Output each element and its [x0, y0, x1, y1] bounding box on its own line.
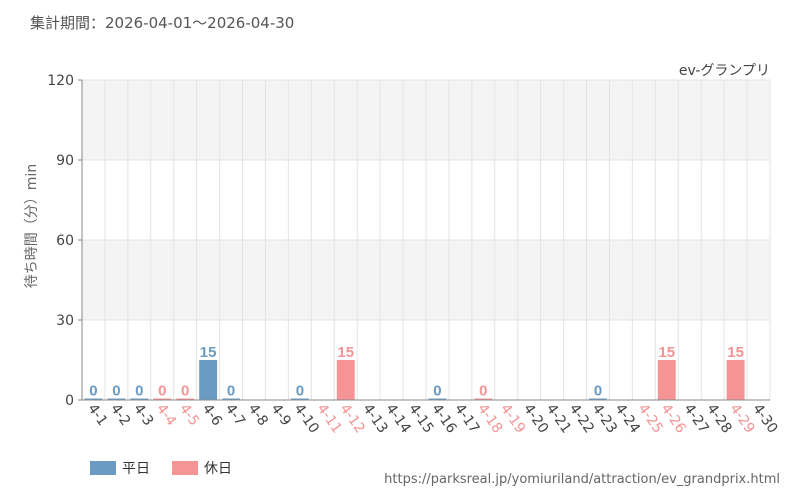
- x-tick-label: 4-26: [658, 401, 689, 436]
- x-tick-label: 4-8: [245, 401, 271, 429]
- x-tick-label: 4-14: [382, 401, 413, 436]
- legend-holiday-label: 休日: [204, 461, 232, 477]
- x-tick-label: 4-20: [520, 401, 551, 436]
- y-tick-label: 120: [47, 73, 74, 89]
- value-label-4-29: 15: [727, 344, 744, 361]
- x-tick-label: 4-11: [314, 401, 345, 436]
- x-tick-label: 4-1: [84, 401, 110, 429]
- source-url: https://parksreal.jp/yomiuriland/attract…: [384, 472, 780, 487]
- y-tick-label: 90: [56, 153, 74, 169]
- bar-4-5: [176, 398, 195, 400]
- bar-4-16: [428, 398, 447, 400]
- x-tick-label: 4-29: [726, 401, 757, 436]
- legend-weekday-label: 平日: [122, 461, 150, 477]
- x-tick-label: 4-13: [359, 401, 390, 436]
- x-tick-label: 4-25: [635, 401, 666, 436]
- value-label-4-4: 0: [158, 383, 166, 400]
- y-axis-label: 待ち時間（分）min: [24, 164, 40, 288]
- x-tick-label: 4-4: [153, 401, 179, 429]
- bar-4-26: [657, 360, 676, 400]
- bar-4-6: [199, 360, 218, 400]
- x-tick-label: 4-2: [107, 401, 133, 429]
- y-tick-label: 60: [56, 233, 74, 249]
- bar-4-18: [474, 398, 493, 400]
- value-label-4-18: 0: [479, 383, 487, 400]
- x-tick-label: 4-3: [130, 401, 156, 429]
- bar-4-1: [84, 398, 103, 400]
- value-label-4-7: 0: [227, 383, 235, 400]
- value-label-4-1: 0: [89, 383, 97, 400]
- x-tick-label: 4-19: [497, 401, 528, 436]
- x-tick-label: 4-17: [451, 401, 482, 436]
- bar-4-23: [589, 398, 607, 400]
- bar-4-10: [290, 398, 309, 400]
- value-label-4-16: 0: [433, 383, 441, 400]
- x-tick-label: 4-6: [199, 401, 225, 429]
- x-tick-label: 4-18: [474, 401, 505, 436]
- x-tick-label: 4-24: [612, 401, 643, 436]
- x-tick-label: 4-5: [176, 401, 202, 429]
- value-label-4-6: 15: [200, 344, 217, 361]
- x-tick-label: 4-27: [680, 401, 711, 436]
- legend: 平日 休日: [90, 458, 254, 478]
- x-tick-label: 4-23: [589, 401, 620, 436]
- value-label-4-23: 0: [594, 383, 602, 400]
- x-tick-label: 4-16: [428, 401, 459, 436]
- value-label-4-26: 15: [658, 344, 675, 361]
- bar-4-29: [726, 360, 745, 400]
- bar-4-3: [130, 398, 149, 400]
- legend-holiday: 休日: [172, 458, 232, 478]
- legend-holiday-swatch: [172, 461, 198, 475]
- period-label: 集計期間：2026-04-01〜2026-04-30: [30, 14, 295, 32]
- x-tick-label: 4-7: [222, 401, 248, 429]
- y-tick-label: 30: [56, 313, 74, 329]
- x-tick-label: 4-9: [268, 401, 294, 429]
- x-tick-label: 4-10: [291, 401, 322, 436]
- value-label-4-5: 0: [181, 383, 189, 400]
- value-label-4-12: 15: [337, 344, 354, 361]
- bar-4-2: [107, 398, 126, 400]
- x-tick-label: 4-12: [336, 401, 367, 436]
- legend-weekday: 平日: [90, 458, 150, 478]
- bar-4-4: [153, 398, 172, 400]
- x-tick-label: 4-28: [703, 401, 734, 436]
- legend-weekday-swatch: [90, 461, 116, 475]
- bar-4-7: [222, 398, 241, 400]
- x-tick-label: 4-21: [543, 401, 574, 436]
- value-label-4-10: 0: [296, 383, 304, 400]
- x-tick-label: 4-15: [405, 401, 436, 436]
- bar-4-12: [336, 360, 355, 400]
- value-label-4-3: 0: [135, 383, 143, 400]
- y-tick-label: 0: [65, 393, 74, 409]
- value-label-4-2: 0: [112, 383, 120, 400]
- x-tick-label: 4-22: [566, 401, 597, 436]
- chart-title: ev-グランプリ: [679, 63, 770, 79]
- x-tick-label: 4-30: [749, 401, 780, 436]
